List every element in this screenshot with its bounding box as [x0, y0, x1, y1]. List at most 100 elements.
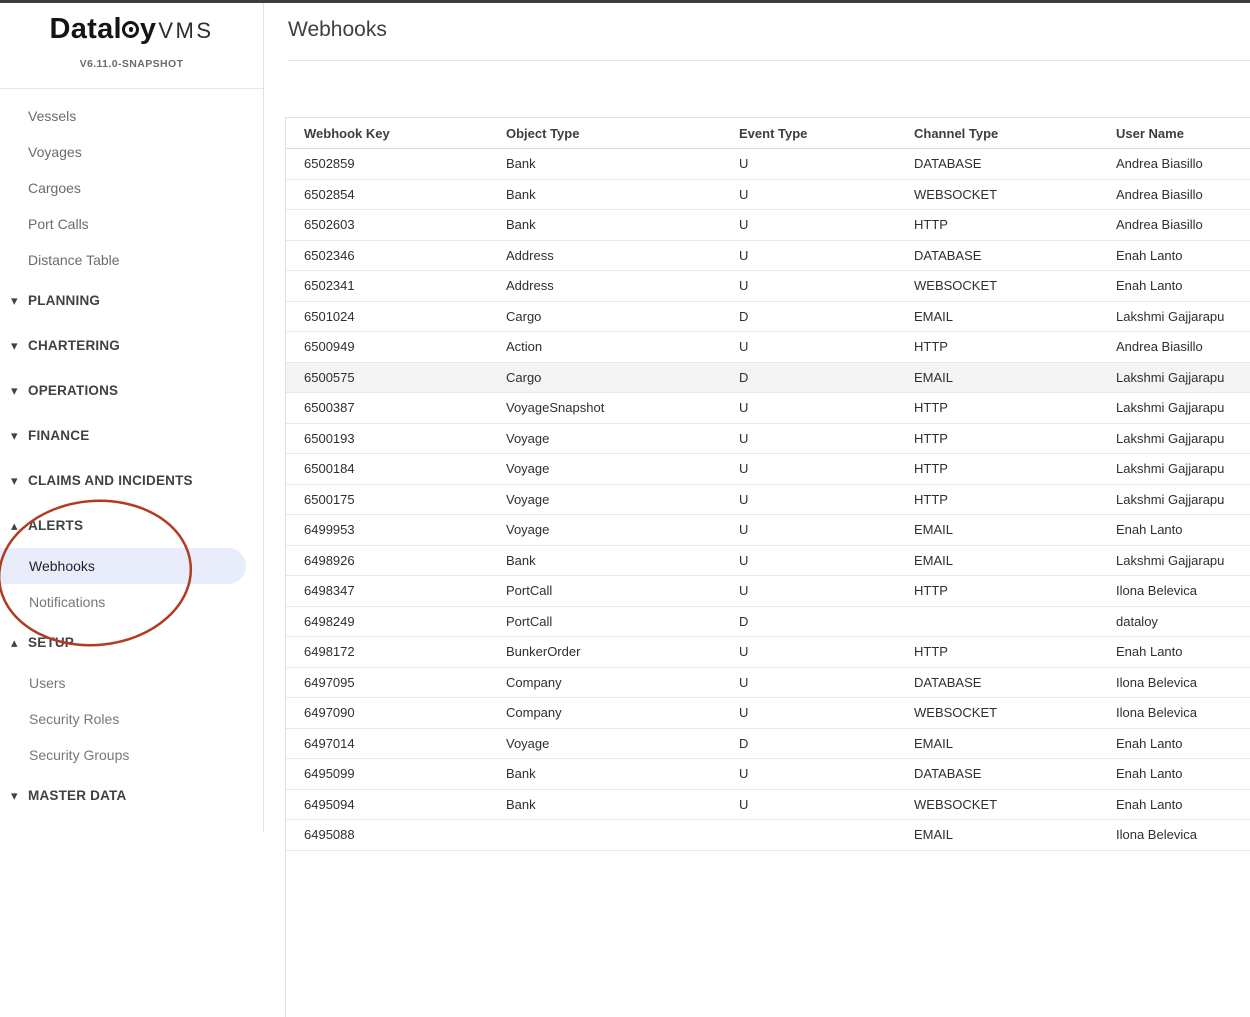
cell-object-type: VoyageSnapshot: [506, 400, 605, 416]
cell-user-name: Enah Lanto: [1116, 735, 1183, 751]
column-header-user-name[interactable]: User Name: [1116, 125, 1184, 141]
cell-webhook-key: 6495094: [304, 796, 355, 812]
table-row[interactable]: 6500184 Voyage U HTTP Lakshmi Gajjarapu: [286, 454, 1250, 485]
table-row[interactable]: 6495094 Bank U WEBSOCKET Enah Lanto: [286, 790, 1250, 820]
chevron-up-icon: ▴: [11, 518, 18, 533]
sidebar-item-distance-table[interactable]: Distance Table: [28, 252, 120, 268]
cell-webhook-key: 6498249: [304, 613, 355, 629]
column-header-event-type[interactable]: Event Type: [739, 125, 808, 141]
cell-object-type: Company: [506, 674, 562, 690]
cell-webhook-key: 6502854: [304, 186, 355, 202]
cell-webhook-key: 6501024: [304, 308, 355, 324]
cell-event-type: U: [739, 339, 749, 355]
cell-webhook-key: 6497090: [304, 705, 355, 721]
table-row[interactable]: 6500949 Action U HTTP Andrea Biasillo: [286, 332, 1250, 363]
cell-event-type: D: [739, 613, 749, 629]
table-row[interactable]: 6497014 Voyage D EMAIL Enah Lanto: [286, 729, 1250, 759]
table-row[interactable]: 6502859 Bank U DATABASE Andrea Biasillo: [286, 149, 1250, 180]
cell-channel-type: HTTP: [914, 583, 948, 599]
cell-user-name: Andrea Biasillo: [1116, 186, 1203, 202]
cell-webhook-key: 6495088: [304, 827, 355, 843]
cell-webhook-key: 6500575: [304, 369, 355, 385]
sidebar-item-security-roles[interactable]: Security Roles: [29, 711, 120, 727]
title-divider: [288, 60, 1250, 61]
sidebar-section-setup[interactable]: ▴ SETUP: [0, 620, 263, 665]
chevron-down-icon: ▾: [11, 293, 18, 308]
cell-webhook-key: 6497095: [304, 674, 355, 690]
table-row[interactable]: 6498347 PortCall U HTTP Ilona Belevica: [286, 576, 1250, 607]
cell-user-name: Lakshmi Gajjarapu: [1116, 552, 1225, 568]
column-header-object-type[interactable]: Object Type: [506, 125, 580, 141]
section-label: FINANCE: [28, 428, 90, 443]
sidebar-item-users[interactable]: Users: [29, 675, 66, 691]
cell-webhook-key: 6500387: [304, 400, 355, 416]
sidebar-item-vessels[interactable]: Vessels: [28, 108, 77, 124]
table-row[interactable]: 6500387 VoyageSnapshot U HTTP Lakshmi Gajjar…: [286, 393, 1250, 424]
cell-object-type: Action: [506, 339, 543, 355]
sidebar-section-finance[interactable]: ▾ FINANCE: [0, 413, 263, 458]
cell-event-type: U: [739, 491, 749, 507]
cell-user-name: Andrea Biasillo: [1116, 339, 1203, 355]
cell-event-type: U: [739, 186, 749, 202]
table-row[interactable]: 6499953 Voyage U EMAIL Enah Lanto: [286, 515, 1250, 546]
cell-webhook-key: 6498926: [304, 552, 355, 568]
cell-webhook-key: 6500184: [304, 461, 355, 477]
sidebar-section-operations[interactable]: ▾ OPERATIONS: [0, 368, 263, 413]
cell-event-type: U: [739, 705, 749, 721]
cell-user-name: dataloy: [1116, 613, 1158, 629]
table-row[interactable]: 6497095 Company U DATABASE Ilona Belevica: [286, 668, 1250, 698]
cell-object-type: Voyage: [506, 522, 550, 538]
sidebar-item-security-groups[interactable]: Security Groups: [29, 747, 130, 763]
section-label: OPERATIONS: [28, 383, 119, 398]
table-row[interactable]: 6500193 Voyage U HTTP Lakshmi Gajjarapu: [286, 424, 1250, 454]
cell-event-type: U: [739, 400, 749, 416]
column-header-webhook-key[interactable]: Webhook Key: [304, 125, 390, 141]
sidebar-item-cargoes[interactable]: Cargoes: [28, 180, 81, 196]
section-label: PLANNING: [28, 293, 101, 308]
sidebar-section-alerts[interactable]: ▴ ALERTS: [0, 503, 263, 548]
cell-object-type: Bank: [506, 796, 536, 812]
sidebar-item-webhooks[interactable]: Webhooks: [0, 548, 246, 584]
sidebar-section-master-data[interactable]: ▾ MASTER DATA: [0, 773, 263, 818]
cell-object-type: Cargo: [506, 369, 542, 385]
cell-channel-type: EMAIL: [914, 827, 954, 843]
cell-object-type: Address: [506, 247, 554, 263]
sidebar-item-notifications[interactable]: Notifications: [29, 594, 106, 610]
sidebar-header: Datal yVMS V6.11.0-SNAPSHOT: [0, 3, 263, 89]
cell-webhook-key: 6499953: [304, 522, 355, 538]
table-row[interactable]: 6497090 Company U WEBSOCKET Ilona Belevica: [286, 698, 1250, 729]
cell-event-type: U: [739, 766, 749, 782]
cell-object-type: Bank: [506, 156, 536, 172]
table-row[interactable]: 6502346 Address U DATABASE Enah Lanto: [286, 241, 1250, 271]
sidebar-section-claims-and-incidents[interactable]: ▾ CLAIMS AND INCIDENTS: [0, 458, 263, 503]
table-row[interactable]: 6500575 Cargo D EMAIL Lakshmi Gajjarapu: [286, 362, 1250, 393]
table-row[interactable]: 6502341 Address U WEBSOCKET Enah Lanto: [286, 271, 1250, 302]
cell-webhook-key: 6502603: [304, 217, 355, 233]
table-row[interactable]: 6498172 BunkerOrder U HTTP Enah Lanto: [286, 637, 1250, 668]
cell-channel-type: HTTP: [914, 339, 948, 355]
cell-event-type: U: [739, 644, 749, 660]
column-header-channel-type[interactable]: Channel Type: [914, 125, 999, 141]
table-row[interactable]: 6501024 Cargo D EMAIL Lakshmi Gajjarapu: [286, 302, 1250, 332]
table-row[interactable]: 6498926 Bank U EMAIL Lakshmi Gajjarapu: [286, 546, 1250, 576]
chevron-down-icon: ▾: [11, 473, 18, 488]
sidebar-section-planning[interactable]: ▾ PLANNING: [0, 278, 263, 323]
sidebar-item-voyages[interactable]: Voyages: [28, 144, 82, 160]
table-row[interactable]: 6502603 Bank U HTTP Andrea Biasillo: [286, 210, 1250, 241]
sidebar-section-chartering[interactable]: ▾ CHARTERING: [0, 323, 263, 368]
cell-user-name: Lakshmi Gajjarapu: [1116, 491, 1225, 507]
table-row[interactable]: 6495099 Bank U DATABASE Enah Lanto: [286, 759, 1250, 790]
table-row[interactable]: 6502854 Bank U WEBSOCKET Andrea Biasillo: [286, 180, 1250, 210]
cell-user-name: Ilona Belevica: [1116, 674, 1197, 690]
sidebar-nav: Vessels Voyages Cargoes Port Calls Distance …: [0, 89, 263, 818]
cell-channel-type: DATABASE: [914, 247, 982, 263]
cell-user-name: Enah Lanto: [1116, 644, 1183, 660]
cell-webhook-key: 6500949: [304, 339, 355, 355]
sidebar-item-port-calls[interactable]: Port Calls: [28, 216, 89, 232]
cell-event-type: U: [739, 674, 749, 690]
table-row[interactable]: 6500175 Voyage U HTTP Lakshmi Gajjarapu: [286, 485, 1250, 515]
table-row[interactable]: 6495088 EMAIL Ilona Belevica: [286, 820, 1250, 851]
chevron-down-icon: ▾: [11, 338, 18, 353]
cell-user-name: Enah Lanto: [1116, 247, 1183, 263]
